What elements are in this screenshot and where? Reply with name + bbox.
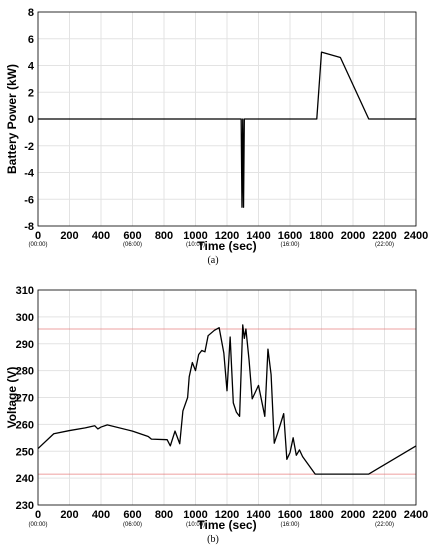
chart2-y-tick-label-5: 280 (16, 366, 34, 378)
chart2-y-tick-label-1: 240 (16, 473, 34, 485)
chart1-x-tick-label-5: 1000 (183, 230, 207, 242)
chart1-time-sublabel-0: (00:00) (28, 242, 47, 248)
chart2-x-tick-label-1: 200 (60, 509, 78, 521)
chart1-x-tick-label-12: 2400 (404, 230, 428, 242)
chart1-x-tick-label-1: 200 (60, 230, 78, 242)
chart1-y-tick-label-2: -4 (24, 168, 35, 180)
chart1-x-tick-label-3: 600 (123, 230, 141, 242)
chart2-y-tick-label-0: 230 (16, 500, 34, 512)
chart1-y-tick-label-7: 6 (28, 34, 34, 46)
chart2-series-line-0 (37, 324, 417, 475)
chart2-x-axis-label: Time (sec) (197, 518, 256, 532)
chart2-y-tick-label-4: 270 (16, 393, 34, 405)
chart2-time-sublabel-1: (06:00) (123, 522, 142, 528)
chart1-y-tick-label-4: 0 (28, 114, 34, 126)
chart1-y-tick-label-5: 2 (28, 87, 34, 99)
chart1-x-tick-label-9: 1800 (309, 230, 333, 242)
chart2-x-tick-label-4: 800 (155, 509, 173, 521)
chart2-time-sublabel-3: (16:00) (280, 522, 299, 528)
chart1-x-tick-label-4: 800 (155, 230, 173, 242)
chart2-x-tick-label-9: 1800 (309, 509, 333, 521)
chart1-y-tick-label-6: 4 (28, 61, 35, 73)
chart1-x-tick-label-8: 1600 (278, 230, 302, 242)
chart2-y-tick-label-3: 260 (16, 419, 34, 431)
chart2-time-sublabel-4: (22:00) (375, 522, 394, 528)
chart1-x-tick-label-7: 1400 (246, 230, 270, 242)
chart2-x-tick-label-2: 400 (92, 509, 110, 521)
chart2-x-tick-label-5: 1000 (183, 509, 207, 521)
chart2-y-tick-label-2: 250 (16, 446, 34, 458)
chart1-y-axis-label: Battery Power (kW) (5, 64, 19, 174)
chart2-x-tick-label-7: 1400 (246, 509, 270, 521)
chart1-x-tick-label-2: 400 (92, 230, 110, 242)
chart1-caption: (a) (207, 255, 218, 266)
chart1-y-tick-label-1: -6 (24, 194, 34, 206)
chart2-x-tick-label-12: 2400 (404, 509, 428, 521)
chart2-x-tick-label-10: 2000 (341, 509, 365, 521)
chart1-x-tick-label-0: 0 (35, 230, 41, 242)
chart1-time-sublabel-4: (22:00) (375, 242, 394, 248)
chart2-x-tick-label-11: 2200 (372, 509, 396, 521)
chart2-x-tick-label-0: 0 (35, 509, 41, 521)
chart2-x-tick-label-8: 1600 (278, 509, 302, 521)
chart1-x-tick-label-10: 2000 (341, 230, 365, 242)
chart2-time-sublabel-0: (00:00) (28, 522, 47, 528)
chart2-y-tick-label-7: 300 (16, 312, 34, 324)
chart2-time-sublabel-2: (10:00) (186, 522, 205, 528)
chart2-plot-frame (37, 289, 417, 506)
chart1-time-sublabel-1: (06:00) (123, 242, 142, 248)
chart1-x-tick-label-11: 2200 (372, 230, 396, 242)
chart2-x-tick-label-6: 1200 (215, 509, 239, 521)
chart1-y-tick-label-3: -2 (24, 141, 34, 153)
chart2-y-tick-label-8: 310 (16, 285, 34, 297)
chart1-series-line-0 (38, 51, 416, 208)
chart2-y-tick-label-6: 290 (16, 339, 34, 351)
chart2-caption: (b) (207, 534, 219, 545)
chart1-x-axis-label: Time (sec) (197, 239, 256, 253)
chart1-y-tick-label-0: -8 (24, 221, 34, 233)
chart2-x-tick-label-3: 600 (123, 509, 141, 521)
chart1-x-tick-label-6: 1200 (215, 230, 239, 242)
chart1-time-sublabel-3: (16:00) (280, 242, 299, 248)
chart2-y-axis-label: Voltage (V) (5, 367, 19, 429)
chart1-time-sublabel-2: (10:00) (186, 242, 205, 248)
chart1-y-tick-label-8: 8 (28, 7, 34, 19)
